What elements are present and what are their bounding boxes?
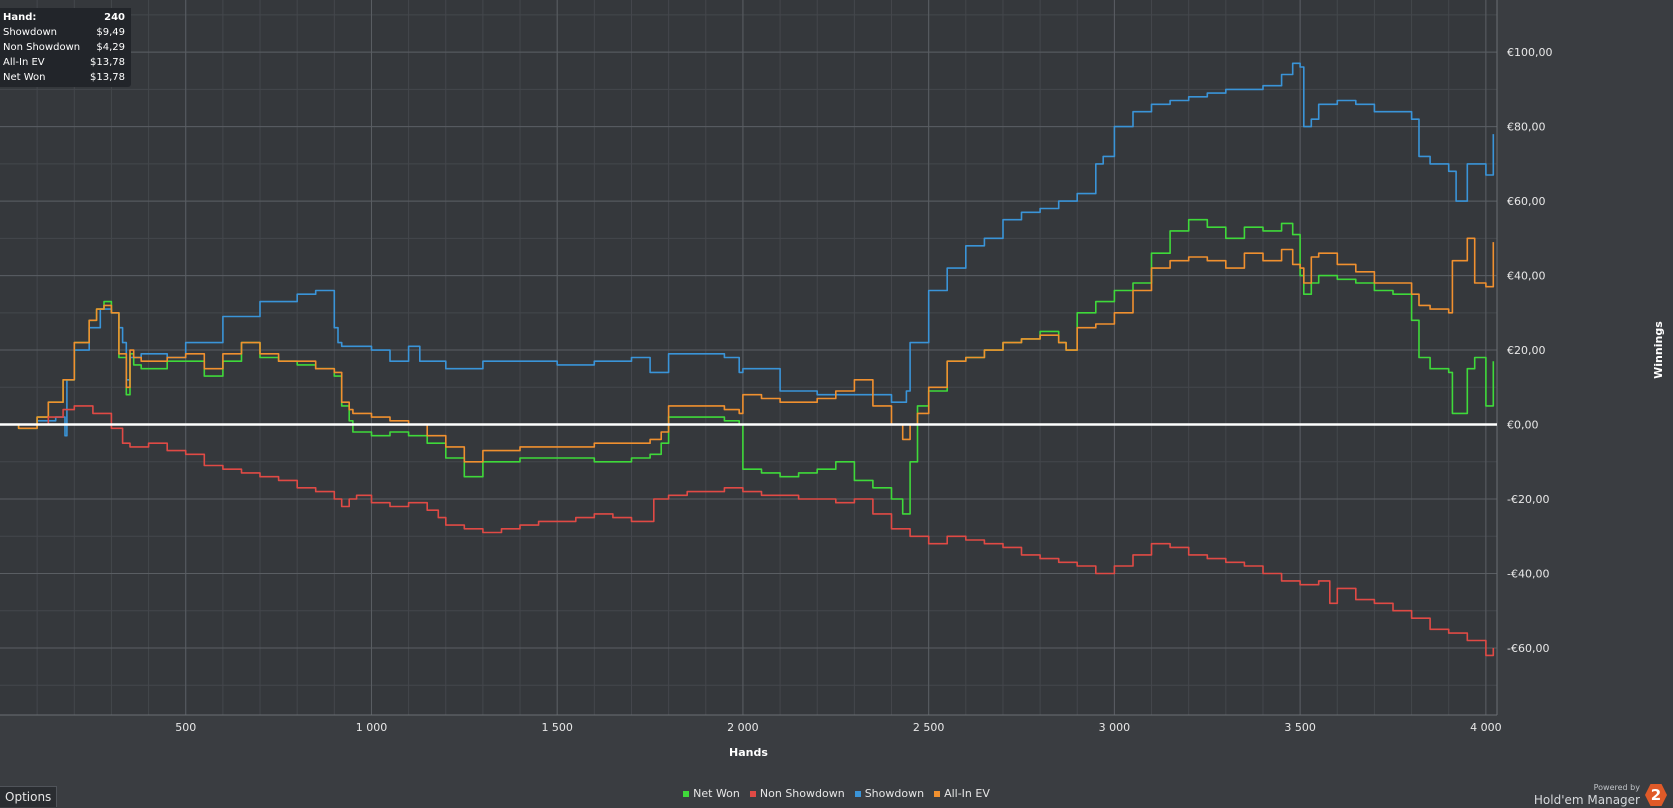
x-tick-label: 2 000	[727, 721, 759, 734]
brand-text: Powered by Hold'em Manager	[1534, 782, 1640, 806]
info-label: Non Showdown	[3, 42, 81, 53]
x-tick-label: 3 500	[1284, 721, 1316, 734]
y-tick-label: €0,00	[1507, 419, 1539, 432]
x-tick-label: 2 500	[913, 721, 945, 734]
info-value: $9,49	[96, 27, 125, 38]
info-row-non-showdown: Non Showdown $4,29	[0, 40, 131, 55]
y-tick-label: -€40,00	[1507, 567, 1549, 580]
brand-name: Hold'em Manager	[1533, 793, 1640, 807]
y-axis-title: Winnings	[1652, 321, 1665, 379]
legend-item-showdown[interactable]: Showdown	[854, 787, 925, 800]
info-label: Net Won	[3, 72, 46, 83]
x-tick-label: 1 500	[541, 721, 573, 734]
series-line-all-in-ev	[0, 237, 1495, 463]
info-row-showdown: Showdown $9,49	[0, 25, 131, 40]
legend-swatch	[683, 790, 690, 797]
series-layer	[0, 62, 1495, 657]
x-tick-label: 4 000	[1470, 721, 1502, 734]
info-label: Hand:	[3, 12, 37, 23]
info-value: $4,29	[96, 42, 125, 53]
powered-by-text: Powered by	[1593, 783, 1640, 792]
info-label: Showdown	[3, 27, 57, 38]
info-value: $13,78	[90, 57, 125, 68]
y-tick-label: €80,00	[1507, 121, 1546, 134]
info-value: 240	[104, 12, 125, 23]
legend-swatch	[854, 790, 861, 797]
branding: Powered by Hold'em Manager 2	[1534, 776, 1667, 806]
options-button[interactable]: Options	[0, 786, 58, 807]
legend-label: Non Showdown	[759, 787, 845, 800]
y-tick-label: -€60,00	[1507, 642, 1549, 655]
plot-area	[0, 0, 1497, 715]
legend: Net Won Non Showdown Showdown All-In EV	[0, 787, 1673, 800]
legend-label: Showdown	[864, 787, 925, 800]
legend-label: Net Won	[693, 787, 740, 800]
y-tick-label: -€20,00	[1507, 493, 1549, 506]
y-tick-label: €60,00	[1507, 195, 1546, 208]
x-tick-label: 500	[175, 721, 196, 734]
legend-swatch	[934, 790, 941, 797]
grid	[0, 0, 1498, 716]
legend-label: All-In EV	[944, 787, 990, 800]
info-row-hand: Hand: 240	[0, 10, 131, 25]
legend-swatch	[749, 790, 756, 797]
x-tick-label: 3 000	[1099, 721, 1131, 734]
info-row-all-in-ev: All-In EV $13,78	[0, 55, 131, 70]
holdem-manager-logo-icon: 2	[1645, 784, 1667, 806]
legend-item-net-won[interactable]: Net Won	[683, 787, 740, 800]
y-tick-label: €100,00	[1507, 46, 1553, 59]
y-tick-label: €20,00	[1507, 344, 1546, 357]
x-tick-label: 1 000	[356, 721, 388, 734]
series-line-non-showdown	[0, 405, 1495, 657]
info-label: All-In EV	[3, 57, 45, 68]
hand-info-box: Hand: 240 Showdown $9,49 Non Showdown $4…	[0, 8, 131, 87]
legend-item-all-in-ev[interactable]: All-In EV	[934, 787, 990, 800]
tick-labels: 500 1 000 1 500 2 000 2 500 3 000 3 500 4 000 €1…	[175, 46, 1552, 734]
y-tick-label: €40,00	[1507, 270, 1546, 283]
x-axis-title: Hands	[729, 746, 768, 759]
legend-item-non-showdown[interactable]: Non Showdown	[749, 787, 845, 800]
info-value: $13,78	[90, 72, 125, 83]
info-row-net-won: Net Won $13,78	[0, 70, 131, 85]
